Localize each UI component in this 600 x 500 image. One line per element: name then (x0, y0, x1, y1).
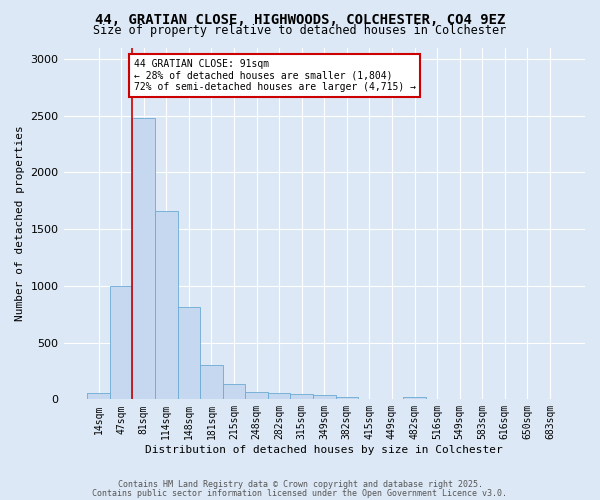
Bar (223, 384, 245, 400)
Bar (87, 393, 110, 400)
Bar (155, 211, 178, 400)
Text: Size of property relative to detached houses in Colchester: Size of property relative to detached ho… (94, 24, 506, 37)
X-axis label: Distribution of detached houses by size in Colchester: Distribution of detached houses by size … (145, 445, 503, 455)
Bar (335, 398, 358, 400)
Bar (290, 394, 313, 400)
Bar (110, 286, 133, 400)
Text: Contains HM Land Registry data © Crown copyright and database right 2025.: Contains HM Land Registry data © Crown c… (118, 480, 482, 489)
Bar (268, 392, 290, 400)
Text: 44 GRATIAN CLOSE: 91sqm
← 28% of detached houses are smaller (1,804)
72% of semi: 44 GRATIAN CLOSE: 91sqm ← 28% of detache… (134, 59, 416, 92)
Bar (245, 392, 268, 400)
Bar (358, 399, 381, 400)
Bar (313, 396, 335, 400)
Bar (133, 118, 155, 400)
Text: Contains public sector information licensed under the Open Government Licence v3: Contains public sector information licen… (92, 489, 508, 498)
Bar (178, 308, 200, 400)
Bar (403, 397, 426, 400)
Y-axis label: Number of detached properties: Number of detached properties (15, 126, 25, 322)
Bar (200, 364, 223, 400)
Text: 44, GRATIAN CLOSE, HIGHWOODS, COLCHESTER, CO4 9EZ: 44, GRATIAN CLOSE, HIGHWOODS, COLCHESTER… (95, 12, 505, 26)
